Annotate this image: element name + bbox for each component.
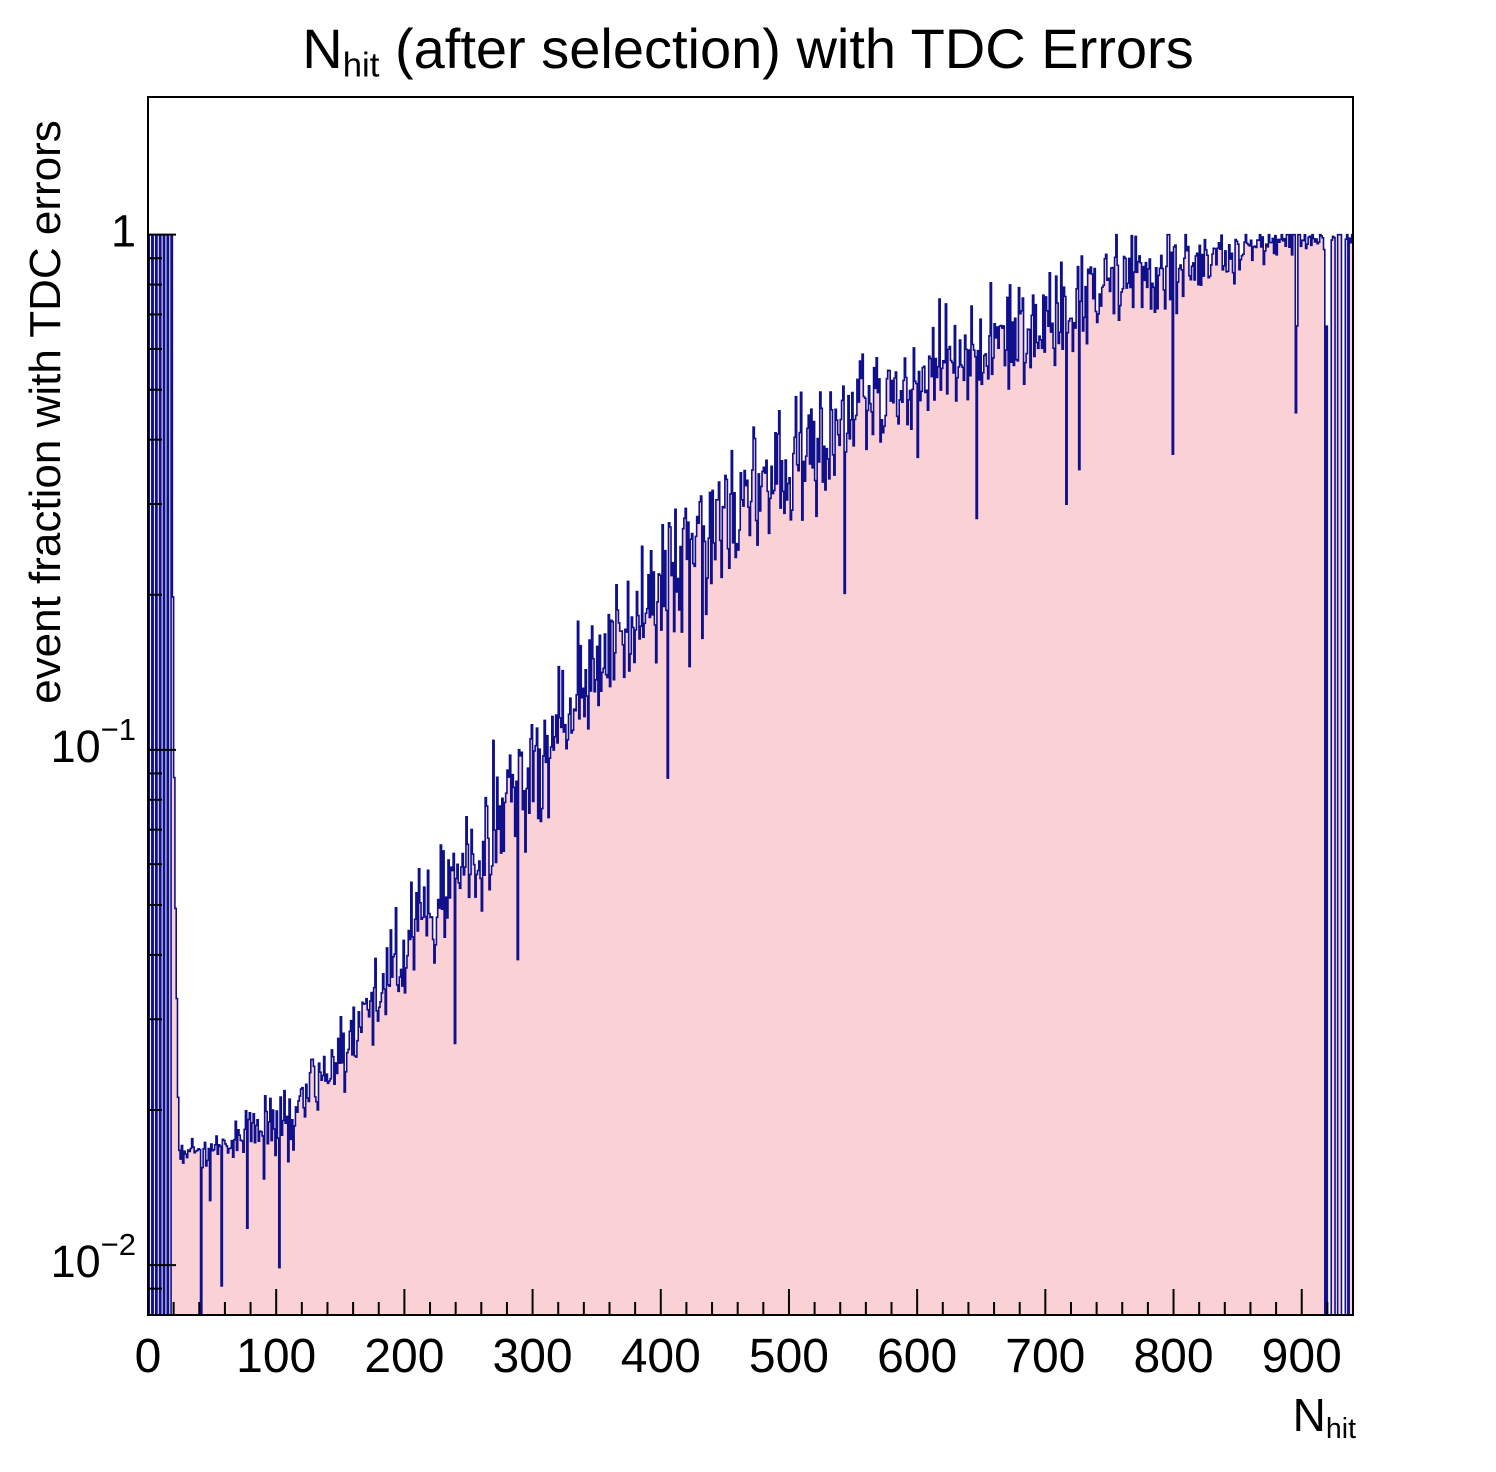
- x-axis-title-prefix: N: [1292, 1389, 1326, 1441]
- x-tick-label: 700: [1005, 1330, 1085, 1383]
- y-tick-label: 10−2: [51, 1227, 136, 1287]
- x-tick-label: 0: [135, 1330, 162, 1383]
- x-tick-label: 300: [493, 1330, 573, 1383]
- chart-title-prefix: N: [302, 17, 343, 80]
- plot-frame: [147, 96, 1354, 1316]
- histogram-area: [147, 233, 1354, 1316]
- chart-title-suffix: (after selection) with TDC Errors: [379, 17, 1194, 80]
- x-tick-label: 600: [877, 1330, 957, 1383]
- y-tick-label: 1: [111, 206, 136, 257]
- x-tick-label: 100: [236, 1330, 316, 1383]
- x-tick-label: 500: [749, 1330, 829, 1383]
- y-tick-label: 10−1: [51, 712, 136, 772]
- x-axis-title-sub: hit: [1325, 1413, 1356, 1446]
- x-tick-label: 800: [1133, 1330, 1213, 1383]
- chart-title: Nhit (after selection) with TDC Errors: [302, 16, 1193, 86]
- x-tick-label: 400: [621, 1330, 701, 1383]
- x-axis-title: Nhit: [1293, 1388, 1356, 1446]
- x-tick-label: 200: [364, 1330, 444, 1383]
- x-tick-label: 900: [1262, 1330, 1342, 1383]
- chart-title-sub: hit: [342, 46, 380, 85]
- y-axis-title: event fraction with TDC errors: [21, 120, 70, 704]
